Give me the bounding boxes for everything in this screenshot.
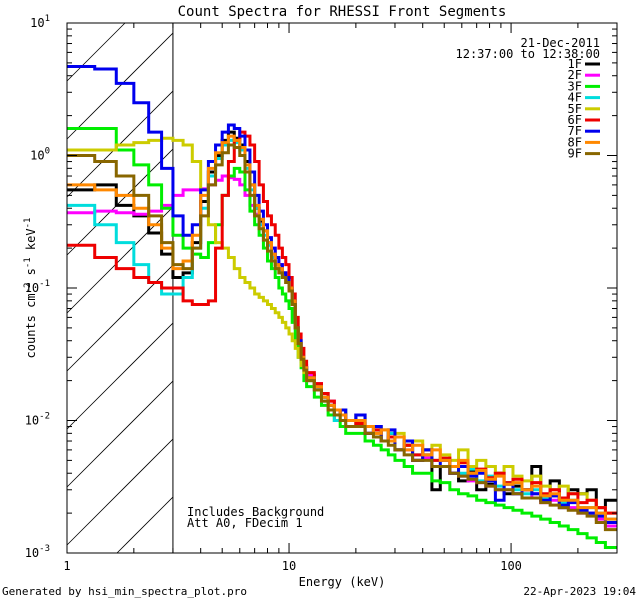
x-tick-label: 10 [282, 559, 296, 573]
hatch-line [66, 22, 126, 82]
excluded-region-hatch [66, 22, 174, 554]
hatch-line [66, 380, 174, 488]
legend-label-4F: 4F [568, 91, 582, 105]
y-tick-label: 10-2 [25, 412, 50, 428]
chart-title: Count Spectra for RHESSI Front Segments [178, 4, 507, 20]
y-tick-label: 101 [30, 14, 50, 30]
hatch-line [66, 322, 174, 430]
legend-label-5F: 5F [568, 102, 582, 116]
y-axis-label: counts cm-2 s-1 keV-1 [23, 218, 38, 359]
y-tick-label: 10-3 [25, 544, 50, 560]
hatch-line [66, 438, 174, 546]
legend-label-8F: 8F [568, 135, 582, 149]
background-annotation: Includes Background [187, 505, 324, 519]
legend-label-3F: 3F [568, 79, 582, 93]
series-9F [67, 143, 617, 532]
y-tick-label: 100 [30, 147, 50, 163]
footer-timestamp: 22-Apr-2023 19:04 [523, 585, 636, 598]
hatch-line [116, 496, 174, 554]
legend-label-7F: 7F [568, 124, 582, 138]
legend-label-1F: 1F [568, 57, 582, 71]
series-6F [67, 130, 617, 515]
legend-label-9F: 9F [568, 147, 582, 161]
x-tick-label: 1 [63, 559, 70, 573]
series-7F [67, 64, 617, 524]
hatch-line [66, 148, 174, 256]
hatch-line [66, 206, 174, 314]
hatch-line [66, 32, 174, 140]
legend-label-2F: 2F [568, 68, 582, 82]
time-range-label: 12:37:00 to 12:38:00 [456, 47, 601, 61]
footer-generator: Generated by hsi_min_spectra_plot.pro [2, 585, 247, 598]
series-layer [67, 64, 617, 550]
hatch-line [66, 264, 174, 372]
series-1F [67, 130, 617, 510]
axis-ticks: 1 10 100 10-3 10-2 10-1 100 101 [25, 14, 618, 573]
legend-label-6F: 6F [568, 113, 582, 127]
x-axis-label: Energy (keV) [299, 575, 386, 589]
series-8F [67, 134, 617, 521]
date-label: 21-Dec-2011 [521, 36, 600, 50]
attenuator-annotation: Att A0, FDecim 1 [187, 516, 303, 530]
x-tick-label: 100 [500, 559, 522, 573]
y-tick-label: 10-1 [25, 279, 50, 295]
